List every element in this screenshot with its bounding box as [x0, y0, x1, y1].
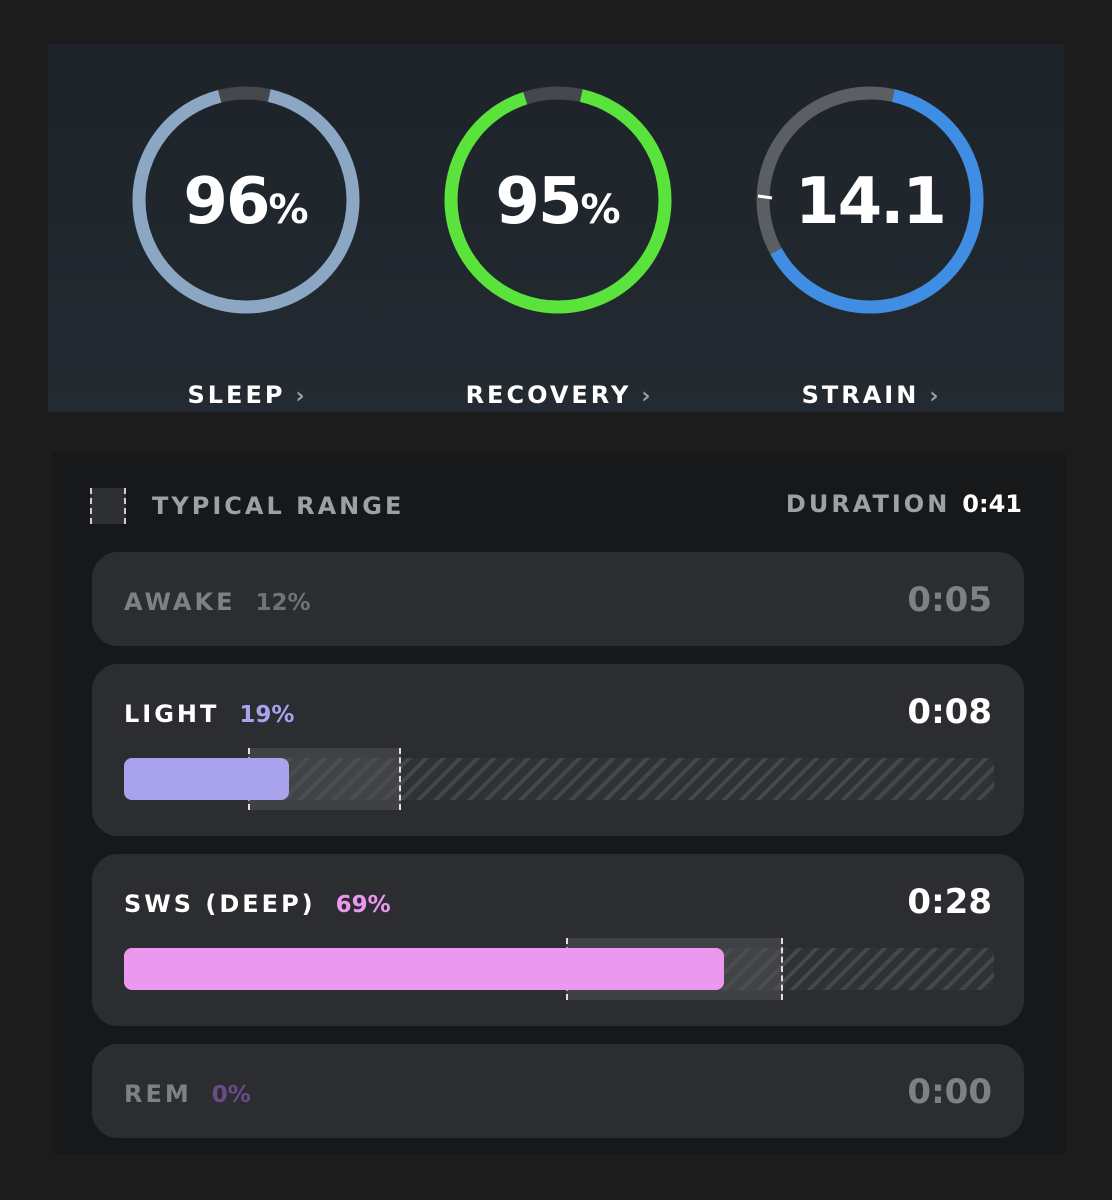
sleep-score: 96%: [183, 165, 309, 239]
recovery-score: 95%: [495, 165, 621, 239]
sleep-stages-panel: TYPICAL RANGE DURATION 0:41 AWAKE 12% 0:05…: [52, 452, 1066, 1154]
stage-awake-time: 0:05: [907, 580, 992, 620]
stage-deep-label: SWS (DEEP) 69%: [124, 890, 391, 918]
stage-rem-percent: 0%: [211, 1082, 251, 1108]
strain-marker-icon: [757, 194, 773, 200]
stage-light-track: [124, 748, 994, 810]
strain-label[interactable]: STRAIN ›: [801, 381, 939, 409]
strain-score: 14.1: [795, 165, 947, 239]
stage-light-percent: 19%: [239, 702, 295, 728]
strain-dial[interactable]: 14.1 STRAIN ›: [754, 84, 986, 409]
recovery-dial[interactable]: 95% RECOVERY ›: [442, 84, 674, 409]
stage-rem-time: 0:00: [907, 1072, 992, 1112]
stage-rem[interactable]: REM 0% 0:00: [92, 1044, 1024, 1138]
stage-deep-percent: 69%: [335, 892, 391, 918]
sleep-ring-icon: [132, 86, 360, 314]
typical-range-label: TYPICAL RANGE: [152, 492, 405, 520]
duration-value: 0:41: [962, 490, 1022, 518]
sleep-label[interactable]: SLEEP ›: [187, 381, 305, 409]
stage-light-time: 0:08: [907, 692, 992, 732]
stage-deep-track: [124, 938, 994, 1000]
sleep-dial[interactable]: 96% SLEEP ›: [130, 84, 362, 409]
duration: DURATION 0:41: [786, 488, 1022, 523]
stage-light-label: LIGHT 19%: [124, 700, 295, 728]
stage-awake-label: AWAKE 12%: [124, 588, 311, 616]
chevron-right-icon: ›: [929, 384, 939, 409]
metrics-panel: 96% SLEEP › 95% RECOVERY › 14.1 STRAIN ›: [48, 44, 1064, 412]
stage-light[interactable]: LIGHT 19% 0:08: [92, 664, 1024, 836]
recovery-ring-icon: [444, 86, 672, 314]
chevron-right-icon: ›: [295, 384, 305, 409]
strain-ring-icon: [756, 86, 984, 314]
stage-deep[interactable]: SWS (DEEP) 69% 0:28: [92, 854, 1024, 1026]
stage-light-fill: [124, 758, 290, 800]
typical-range-swatch-icon: [90, 488, 126, 524]
duration-label: DURATION: [785, 490, 951, 518]
stage-deep-time: 0:28: [907, 882, 992, 922]
recovery-label[interactable]: RECOVERY ›: [465, 381, 651, 409]
stage-awake[interactable]: AWAKE 12% 0:05: [92, 552, 1024, 646]
stage-awake-percent: 12%: [255, 590, 311, 616]
stage-rem-label: REM 0%: [124, 1080, 251, 1108]
stage-deep-fill: [124, 948, 725, 990]
chevron-right-icon: ›: [641, 384, 651, 409]
